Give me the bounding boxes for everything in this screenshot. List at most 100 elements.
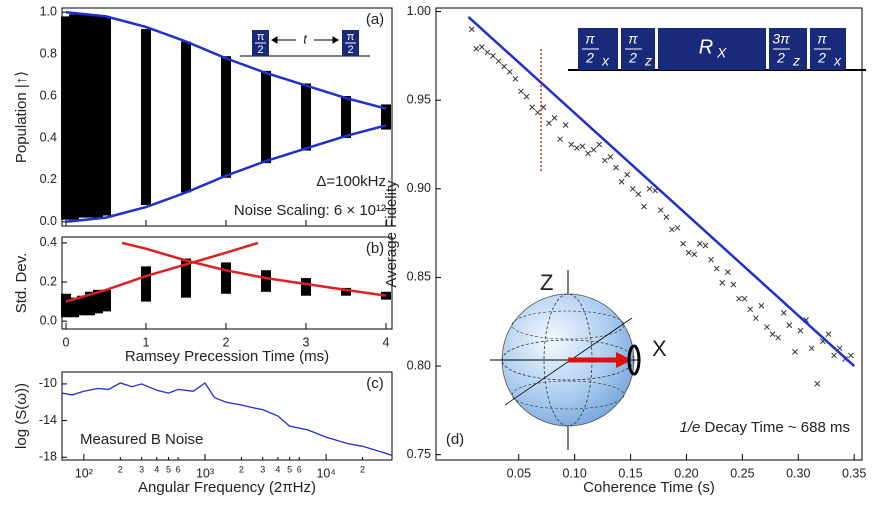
- data-point: [797, 327, 804, 334]
- x-tick-label: 5: [287, 464, 292, 474]
- data-cluster: [93, 16, 103, 218]
- data-cluster: [61, 16, 71, 220]
- y-tick-label: -14: [39, 413, 57, 427]
- data-cluster: [221, 56, 231, 178]
- data-cluster: [61, 293, 71, 318]
- x-tick-label: 3: [139, 464, 144, 474]
- y-tick-label: 0.0: [40, 313, 57, 327]
- pulse-sub: x: [601, 53, 610, 69]
- data-cluster: [341, 96, 351, 138]
- data-point: [724, 269, 731, 275]
- x-tick-label: 10²: [75, 466, 93, 480]
- x-tick-label: 6: [176, 464, 181, 474]
- data-point: [618, 178, 625, 185]
- data-point: [657, 207, 664, 213]
- data-point: [490, 53, 496, 59]
- pulse-num: 3π: [772, 31, 790, 47]
- y-axis-title: Population |↑⟩: [13, 71, 30, 163]
- data-cluster: [85, 291, 95, 316]
- pulse-num: π: [347, 31, 355, 43]
- x-tick-label: 0.10: [562, 466, 586, 480]
- pulse-den: 2: [776, 50, 785, 66]
- x-tick-label: 4: [154, 464, 159, 474]
- x-tick-label: 0.25: [730, 466, 754, 480]
- data-point: [562, 122, 569, 128]
- x-tick-label: 5: [166, 464, 171, 474]
- data-point: [792, 349, 798, 355]
- data-point: [596, 141, 603, 148]
- data-point: [551, 115, 558, 121]
- data-point: [708, 256, 714, 263]
- pulse-label: R: [699, 36, 713, 58]
- data-point: [506, 68, 513, 75]
- y-axis-title: log (S(ω)): [13, 383, 30, 449]
- y-tick-label: 0.85: [407, 270, 431, 284]
- x-tick-label: 1: [143, 335, 150, 349]
- fit-line: [467, 15, 856, 368]
- data-point: [713, 265, 720, 272]
- data-cluster: [381, 104, 391, 130]
- data-point: [685, 249, 692, 256]
- x-tick-label: 0.15: [618, 466, 642, 480]
- x-axis-title: Ramsey Precession Time (ms): [125, 348, 329, 365]
- data-point: [663, 214, 670, 221]
- data-point: [568, 141, 575, 148]
- panel-label: (a): [366, 11, 384, 28]
- y-tick-label: 0.80: [407, 358, 431, 372]
- data-point: [752, 315, 759, 322]
- x-tick-label: 2: [239, 464, 244, 474]
- data-cluster: [181, 41, 191, 193]
- x-axis-label: X: [652, 336, 667, 361]
- pulse-num: π: [628, 31, 638, 47]
- data-point: [613, 164, 619, 171]
- x-tick-label: 4: [383, 335, 390, 349]
- y-tick-label: 0.6: [40, 88, 57, 102]
- data-point: [546, 120, 552, 127]
- fit-line: [65, 241, 259, 303]
- pulse-sub: x: [833, 53, 842, 69]
- x-tick-label: 2: [223, 335, 230, 349]
- pulse-sub: z: [792, 53, 800, 69]
- fit-line: [121, 241, 387, 297]
- bloch-sphere: [490, 270, 641, 450]
- data-point: [669, 226, 675, 233]
- data-point: [635, 191, 642, 197]
- pulse-den: 2: [347, 44, 353, 56]
- decay-italic: 1/e: [679, 419, 700, 436]
- z-axis-label: Z: [540, 270, 553, 295]
- pulse-num: π: [585, 31, 595, 47]
- data-point: [847, 352, 854, 359]
- data-point: [523, 93, 530, 100]
- data-point: [518, 88, 524, 95]
- data-cluster: [77, 14, 87, 218]
- data-point: [624, 171, 631, 178]
- data-point: [780, 310, 787, 316]
- x-tick-label: 3: [303, 335, 310, 349]
- decay-text: Decay Time ~ 688 ms: [700, 419, 850, 436]
- data-point: [764, 324, 770, 330]
- data-point: [680, 240, 686, 247]
- x-tick-label: 4: [275, 464, 280, 474]
- plot-frame: [61, 236, 393, 330]
- data-point: [736, 295, 742, 302]
- x-tick-label: 6: [297, 464, 302, 474]
- y-tick-label: -10: [39, 376, 57, 390]
- data-point: [529, 104, 536, 111]
- y-tick-label: 1.0: [40, 4, 57, 18]
- data-cluster: [69, 14, 79, 220]
- data-point: [786, 322, 793, 329]
- data-point: [607, 154, 614, 160]
- data-point: [468, 26, 475, 33]
- data-cluster: [101, 16, 111, 216]
- data-point: [534, 109, 541, 116]
- data-point: [719, 279, 726, 286]
- x-tick-label: 0.35: [842, 466, 866, 480]
- pulse-den: 2: [585, 50, 594, 66]
- data-point: [512, 76, 519, 82]
- y-tick-label: 0.90: [407, 181, 431, 195]
- data-cluster: [301, 83, 311, 151]
- data-point: [601, 157, 608, 164]
- data-point: [501, 63, 508, 70]
- data-cluster: [301, 278, 311, 296]
